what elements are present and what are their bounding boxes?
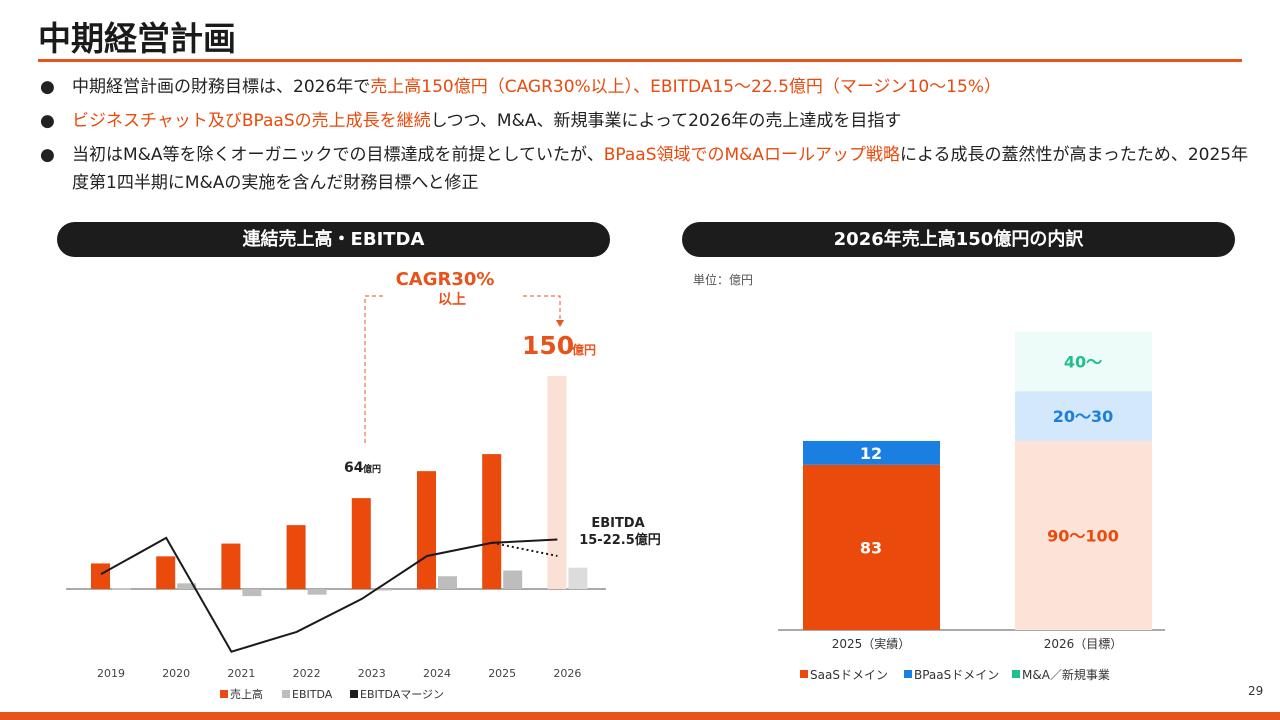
x-tick-label: 2026（目標） bbox=[1044, 637, 1123, 651]
segment-value-label: 20〜30 bbox=[1053, 407, 1114, 426]
ebitda-margin-line bbox=[100, 536, 558, 653]
ebitda-label: EBITDA bbox=[591, 516, 644, 531]
stacked-bar-segment bbox=[1015, 331, 1152, 392]
legend-label: EBITDA bbox=[292, 688, 333, 701]
unit-label: 単位：億円 bbox=[693, 273, 754, 287]
revenue-bar bbox=[221, 543, 241, 589]
highlighted-text: 売上高150億円（CAGR30%以上）、EBITDA15〜22.5億円（マージン… bbox=[370, 77, 1001, 97]
segment-value-label: 40〜 bbox=[1064, 352, 1102, 371]
bullet-item: ● ビジネスチャット及びBPaaSの売上成長を継続しつつ、M&A、新規事業によって… bbox=[40, 107, 1260, 135]
legend-label: BPaaSドメイン bbox=[914, 668, 999, 682]
cagr-label: CAGR30% bbox=[396, 269, 495, 290]
legend-label: M&A／新規事業 bbox=[1022, 667, 1110, 682]
bullet-text: 当初はM&A等を除くオーガニックでの目標達成を前提としていたが、 bbox=[72, 145, 604, 165]
x-tick-label: 2025 bbox=[488, 667, 516, 680]
target-value-label: 150 bbox=[522, 331, 574, 360]
legend-swatch bbox=[800, 670, 808, 678]
ebitda-bar bbox=[242, 589, 262, 597]
page-title: 中期経営計画 bbox=[38, 19, 236, 58]
footer-bar bbox=[0, 712, 1280, 720]
target-unit-label: 億円 bbox=[572, 342, 596, 357]
cagr-bracket-left bbox=[364, 295, 383, 443]
ebitda-bar bbox=[568, 567, 588, 589]
legend-swatch bbox=[1012, 670, 1020, 678]
page-number: 29 bbox=[1248, 684, 1264, 698]
legend-swatch bbox=[282, 690, 290, 698]
x-tick-label: 2022 bbox=[293, 667, 321, 680]
arrow-down-icon bbox=[556, 320, 564, 327]
legend-label: EBITDAマージン bbox=[360, 688, 444, 701]
revenue-2023-unit: 億円 bbox=[363, 463, 381, 475]
x-tick-label: 2021 bbox=[227, 667, 255, 680]
x-tick-label: 2024 bbox=[423, 667, 451, 680]
bullet-marker: ● bbox=[40, 111, 55, 131]
legend-label: 売上高 bbox=[230, 687, 263, 701]
x-tick-label: 2025（実績） bbox=[832, 636, 911, 651]
x-tick-label: 2019 bbox=[97, 667, 125, 680]
highlighted-text: ビジネスチャット及びBPaaSの売上成長を継続 bbox=[72, 111, 431, 131]
revenue-bar bbox=[286, 525, 306, 589]
cagr-sub-label: 以上 bbox=[438, 292, 466, 308]
ebitda-bar bbox=[307, 589, 327, 595]
x-tick-label: 2026 bbox=[553, 667, 581, 680]
segment-value-label: 90〜100 bbox=[1047, 526, 1119, 545]
revenue-bar bbox=[156, 556, 176, 589]
ebitda-bar bbox=[112, 588, 131, 590]
revenue-bar bbox=[547, 376, 567, 589]
bullet-list: ● 中期経営計画の財務目標は、2026年で売上高150億円（CAGR30%以上）、… bbox=[40, 73, 1260, 203]
bullet-text: しつつ、M&A、新規事業によって2026年の売上達成を目指す bbox=[430, 111, 902, 131]
revenue-breakdown-panel-header: 2026年売上高150億円の内訳 bbox=[682, 222, 1235, 257]
stacked-bar-segment bbox=[803, 440, 940, 465]
legend-swatch bbox=[904, 670, 912, 678]
legend-swatch bbox=[350, 690, 358, 698]
bullet-marker: ● bbox=[40, 145, 55, 165]
highlighted-text: BPaaS領域でのM&Aロールアップ戦略 bbox=[603, 145, 901, 165]
revenue-bar bbox=[91, 563, 110, 589]
legend-label: SaaSドメイン bbox=[810, 668, 888, 682]
legend-swatch bbox=[220, 690, 228, 698]
stacked-bar-segment bbox=[1015, 440, 1152, 630]
ebitda-bar bbox=[372, 589, 392, 591]
x-tick-label: 2023 bbox=[358, 667, 386, 680]
revenue-bar bbox=[417, 471, 436, 589]
revenue-bar bbox=[351, 498, 371, 589]
bullet-marker: ● bbox=[40, 77, 55, 97]
x-tick-label: 2020 bbox=[162, 667, 190, 680]
stacked-bar-segment bbox=[1015, 391, 1152, 441]
ebitda-bar bbox=[503, 570, 523, 589]
ebitda-bar bbox=[177, 583, 197, 589]
revenue-2023-value: 64 bbox=[344, 460, 364, 476]
segment-value-label: 12 bbox=[860, 444, 882, 463]
title-divider bbox=[38, 59, 1242, 62]
revenue-bar bbox=[482, 454, 502, 589]
bullet-text: 中期経営計画の財務目標は、2026年で bbox=[72, 77, 371, 97]
bullet-text: による成長の蓋然性が高まったため、2025年度第1四半期にM&Aの実施を含んだ財… bbox=[72, 145, 1249, 193]
ebitda-bar bbox=[438, 576, 457, 589]
bullet-item: ● 中期経営計画の財務目標は、2026年で売上高150億円（CAGR30%以上）、… bbox=[40, 73, 1260, 101]
stacked-bar-segment bbox=[803, 464, 940, 630]
cagr-bracket-right bbox=[523, 295, 561, 322]
bullet-item: ● 当初はM&A等を除くオーガニックでの目標達成を前提としていたが、BPaaS領域… bbox=[40, 141, 1260, 197]
ebitda-range-label: 15-22.5億円 bbox=[579, 532, 661, 548]
segment-value-label: 83 bbox=[860, 538, 882, 557]
revenue-ebitda-panel-header: 連結売上高・EBITDA bbox=[57, 222, 610, 257]
ebitda-margin-projection bbox=[492, 541, 558, 557]
